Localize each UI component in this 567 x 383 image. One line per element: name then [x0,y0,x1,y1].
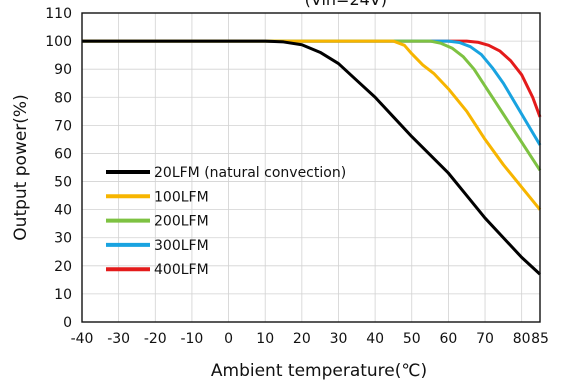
x-tick-label: 30 [330,331,348,347]
y-tick-label: 50 [54,175,72,191]
x-tick-label: 50 [403,331,421,347]
x-tick-label: -30 [107,331,130,347]
series-line-20lfm [82,39,542,276]
legend-label: 400LFM [154,262,209,278]
x-tick-label: -20 [144,331,167,347]
x-tick-label: 0 [224,331,233,347]
x-tick-label: 70 [476,331,494,347]
y-tick-label: 0 [63,315,72,331]
x-tick-label: 40 [366,331,384,347]
legend-label: 20LFM (natural convection) [154,165,346,181]
x-tick-label: 85 [531,331,549,347]
x-axis-title: Ambient temperature(℃) [211,361,427,381]
x-tick-label: 10 [256,331,274,347]
y-tick-label: 60 [54,146,72,162]
x-tick-label: 20 [293,331,311,347]
y-axis-title: Output power(%) [11,94,31,240]
x-tick-labels: -40 -30 -20 -10 0 10 20 30 40 50 60 70 80 85 [71,331,549,347]
series-line-200lfm [82,39,542,172]
y-tick-label: 80 [54,90,72,106]
legend: 20LFM (natural convection) 100LFM 200LFM 30… [106,165,346,278]
y-tick-label: 100 [45,34,72,50]
x-tick-label: 80 [513,331,531,347]
legend-label: 300LFM [154,238,209,254]
series-line-300lfm [82,39,542,146]
legend-label: 200LFM [154,214,209,230]
chart-title: (Vin=24V) [305,0,387,9]
x-tick-label: 60 [439,331,457,347]
series-line-400lfm [82,39,542,118]
x-tick-label: -10 [180,331,203,347]
series-line-100lfm [82,39,542,211]
y-tick-label: 70 [54,118,72,134]
y-tick-label: 90 [54,62,72,78]
legend-label: 100LFM [154,189,209,205]
y-tick-label: 20 [54,259,72,275]
y-tick-label: 40 [54,203,72,219]
y-tick-label: 110 [45,6,72,22]
series-layer [82,39,542,276]
x-tick-label: -40 [71,331,94,347]
plot-frame [81,12,541,323]
y-tick-label: 30 [54,231,72,247]
y-tick-labels: 0 10 20 30 40 50 60 70 80 90 100 110 [45,6,72,331]
y-tick-label: 10 [54,287,72,303]
